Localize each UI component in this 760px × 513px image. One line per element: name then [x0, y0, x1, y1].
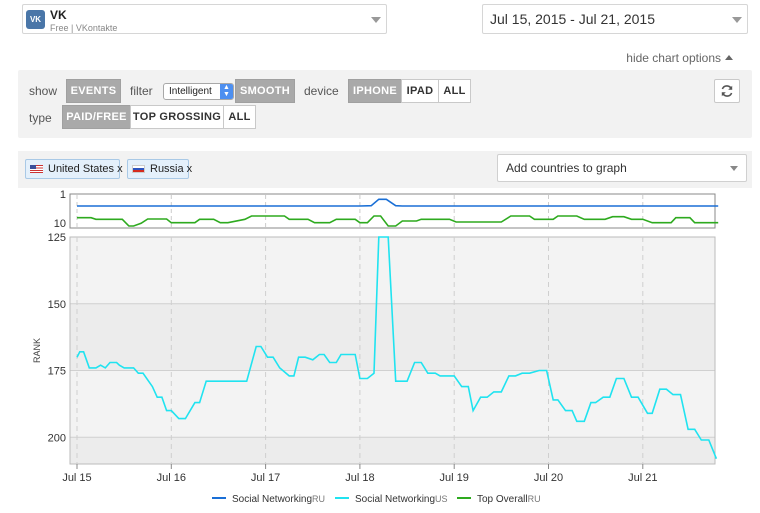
vk-app-icon: VK	[26, 10, 45, 29]
x-tick-label: Jul 17	[251, 472, 280, 484]
legend-swatch	[335, 497, 349, 499]
y-axis-label: RANK	[32, 338, 42, 363]
chart-band	[70, 370, 715, 438]
country-chip-russia[interactable]: Russia x	[127, 159, 193, 179]
chevron-down-icon	[732, 17, 742, 23]
chart-legend: Social NetworkingRU Social NetworkingUS …	[0, 494, 760, 508]
x-tick-label: Jul 16	[157, 472, 186, 484]
legend-item-social-networking-us[interactable]: Social NetworkingUS	[335, 494, 448, 505]
chevron-down-icon	[371, 17, 381, 23]
device-all-button[interactable]: ALL	[438, 79, 471, 103]
filter-select[interactable]: Intelligent ▲ ▼	[163, 83, 234, 100]
date-range-selector[interactable]: Jul 15, 2015 - Jul 21, 2015	[482, 4, 748, 34]
add-countries-dropdown[interactable]: Add countries to graph	[497, 154, 747, 182]
mini-chart-frame	[69, 193, 716, 229]
y-tick-label: 200	[48, 432, 66, 444]
legend-item-top-overall-ru[interactable]: Top OverallRU	[457, 494, 541, 505]
mini-y-tick-label: 10	[54, 218, 66, 230]
ru-flag-icon	[132, 165, 145, 173]
country-bar: United States x Russia x Add countries t…	[18, 151, 752, 188]
legend-suffix: US	[435, 494, 448, 504]
smooth-button[interactable]: SMOOTH	[235, 79, 295, 103]
rank-chart: 1 10 125 150 175 200 RANK Jul 15 Jul 16 Jul 17 Jul…	[32, 189, 719, 484]
date-range-text: Jul 15, 2015 - Jul 21, 2015	[490, 11, 656, 27]
filter-select-value: Intelligent	[169, 86, 212, 97]
y-tick-label: 175	[48, 366, 66, 378]
type-paid-free-button[interactable]: PAID/FREE	[62, 105, 131, 129]
legend-label: Social Networking	[355, 494, 436, 505]
country-chip-label: United States x	[48, 163, 123, 175]
legend-suffix: RU	[527, 494, 541, 504]
country-chip-united-states[interactable]: United States x	[25, 159, 123, 179]
mini-y-tick-label: 1	[60, 189, 66, 201]
app-selector[interactable]: VK VK Free | VKontakte	[22, 4, 387, 34]
device-label: device	[304, 84, 339, 98]
type-all-button[interactable]: ALL	[223, 105, 256, 129]
filter-label: filter	[130, 84, 153, 98]
y-tick-label: 150	[48, 299, 66, 311]
chevron-up-icon	[725, 55, 733, 60]
events-button[interactable]: EVENTS	[66, 79, 121, 103]
refresh-button[interactable]	[714, 79, 740, 103]
refresh-icon	[721, 85, 733, 97]
x-tick-label: Jul 18	[345, 472, 374, 484]
hide-chart-options-label: hide chart options	[626, 51, 721, 65]
app-name: VK	[50, 8, 67, 22]
chart-options-panel: show EVENTS filter Intelligent ▲ ▼ SMOOTH…	[18, 70, 752, 138]
legend-suffix: RU	[312, 494, 326, 504]
us-flag-icon	[30, 165, 43, 173]
select-arrows-icon: ▲ ▼	[220, 84, 233, 99]
chevron-down-icon	[730, 166, 738, 171]
chart-band	[70, 237, 715, 304]
legend-label: Top Overall	[477, 494, 528, 505]
country-chip-label: Russia x	[150, 163, 193, 175]
x-tick-label: Jul 21	[628, 472, 657, 484]
type-top-grossing-button[interactable]: TOP GROSSING	[130, 105, 224, 129]
series-line-top-overallru	[77, 215, 719, 227]
main-chart-frame	[69, 236, 716, 465]
type-label: type	[29, 111, 52, 125]
device-iphone-button[interactable]: IPHONE	[348, 79, 402, 103]
legend-swatch	[212, 497, 226, 499]
app-subtitle: Free | VKontakte	[50, 23, 118, 33]
series-line-social-networkingru	[77, 198, 719, 207]
hide-chart-options-link[interactable]: hide chart options	[626, 51, 733, 65]
chart-band	[70, 437, 715, 464]
legend-swatch	[457, 497, 471, 499]
legend-item-social-networking-ru[interactable]: Social NetworkingRU	[212, 494, 325, 505]
y-tick-label: 125	[48, 232, 66, 244]
series-line-social-networkingus	[76, 236, 718, 460]
x-tick-label: Jul 15	[62, 472, 91, 484]
add-countries-label: Add countries to graph	[506, 161, 627, 175]
legend-label: Social Networking	[232, 494, 313, 505]
x-tick-label: Jul 20	[534, 472, 563, 484]
show-label: show	[29, 84, 58, 98]
x-tick-label: Jul 19	[440, 472, 469, 484]
device-ipad-button[interactable]: IPAD	[401, 79, 439, 103]
